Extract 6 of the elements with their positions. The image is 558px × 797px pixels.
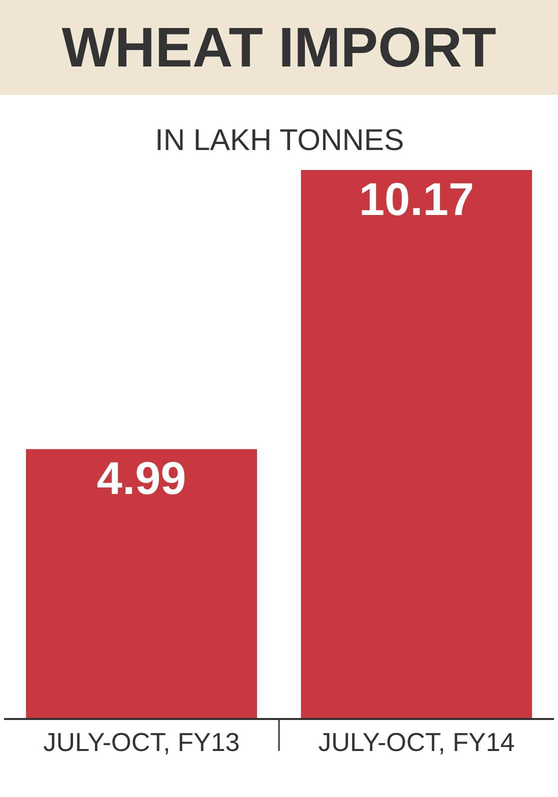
x-tick-label: JULY-OCT, FY14 (318, 726, 515, 757)
x-tick-label: JULY-OCT, FY13 (43, 726, 240, 757)
chart-subtitle: IN LAKH TONNES (155, 124, 404, 157)
data-label: 4.99 (96, 452, 186, 504)
chart-title: WHEAT IMPORT (62, 16, 496, 79)
data-label: 10.17 (358, 173, 474, 225)
